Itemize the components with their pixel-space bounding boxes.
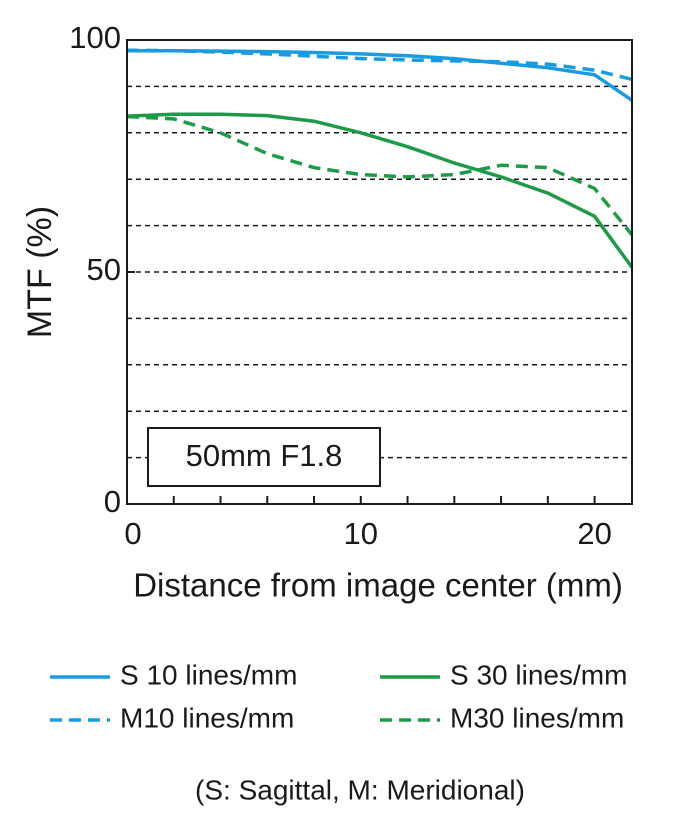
x-tick-label: 0 [124,516,141,551]
y-tick-label: 0 [104,484,121,519]
x-axis-label: Distance from image center (mm) [133,567,623,604]
plot-frame [126,39,633,505]
legend-label: S 30 lines/mm [450,659,627,690]
footnote: (S: Sagittal, M: Meridional) [195,774,525,805]
y-tick-label: 100 [69,20,121,55]
series-line [126,112,634,269]
x-tick-label: 20 [577,516,611,551]
annotation: 50mm F1.8 [186,438,343,473]
legend-label: M10 lines/mm [120,702,294,733]
series-line [126,48,633,82]
x-tick-label: 10 [344,516,378,551]
series-line [126,114,634,236]
y-tick-label: 50 [87,252,121,287]
legend-label: M30 lines/mm [450,702,624,733]
y-axis-label: MTF (%) [21,206,59,338]
annotation-box [147,427,381,487]
legend-label: S 10 lines/mm [120,659,297,690]
